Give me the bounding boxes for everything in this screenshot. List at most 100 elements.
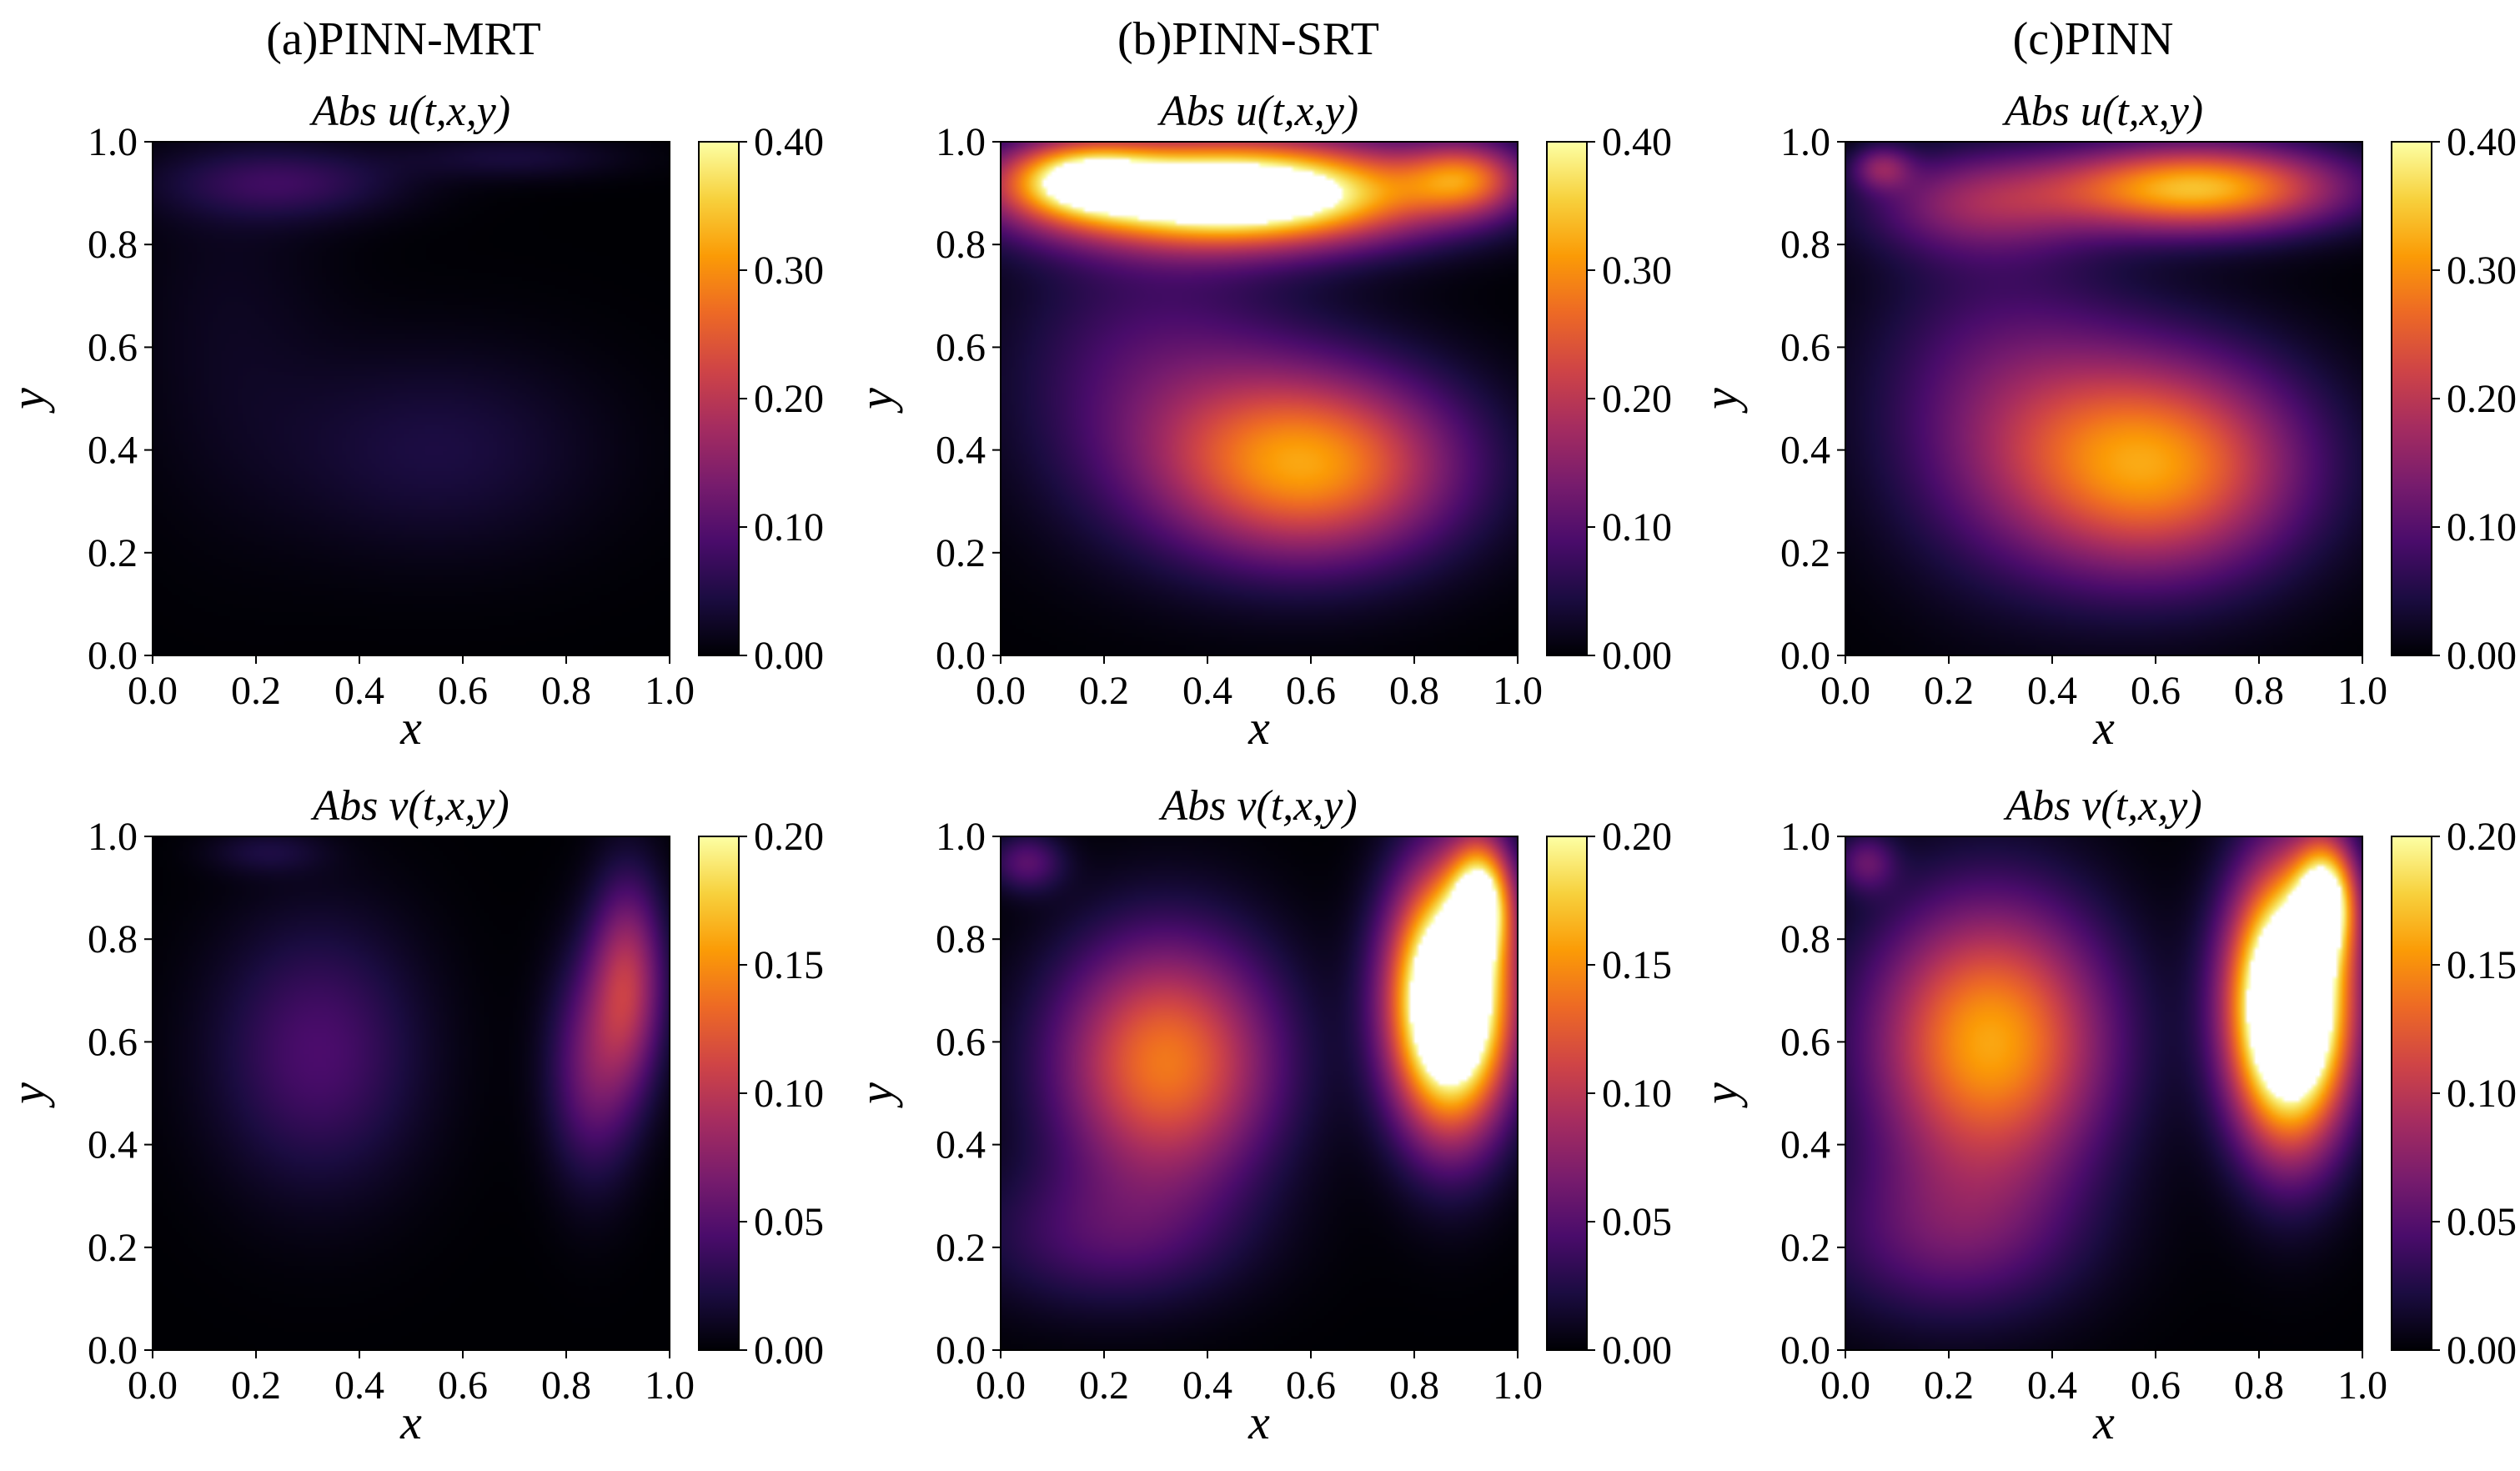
y-tick-label: 0.4 bbox=[1780, 1123, 1830, 1167]
x-axis-label: x bbox=[2092, 1395, 2115, 1449]
plot-frame bbox=[1845, 836, 2363, 1351]
y-tick-label: 0.0 bbox=[936, 634, 986, 678]
x-tick-label: 1.0 bbox=[2337, 1363, 2387, 1408]
colorbar-tick-label: 0.15 bbox=[2447, 943, 2517, 987]
heatmap-field bbox=[1845, 142, 2362, 655]
panel-pinn-u: Abs u(t,x,y)0.0 0.2 0.4 0.6 0.8 1.00.00.20.40… bbox=[1694, 88, 2517, 755]
colorbar-tick-label: 0.00 bbox=[1602, 1328, 1672, 1373]
colorbar-tick-label: 0.00 bbox=[2447, 634, 2517, 678]
x-tick-label: 0.4 bbox=[2027, 669, 2077, 713]
y-tick-label: 0.4 bbox=[936, 429, 986, 473]
colorbar-tick-label: 0.05 bbox=[1602, 1200, 1672, 1244]
x-axis-label: x bbox=[2092, 700, 2115, 755]
y-tick-label: 0.2 bbox=[1780, 531, 1830, 575]
plot-frame bbox=[1000, 141, 1519, 656]
y-tick-label: 1.0 bbox=[1780, 120, 1830, 164]
x-axis-label: x bbox=[399, 700, 422, 755]
y-tick-label: 0.8 bbox=[936, 917, 986, 961]
x-axis-label: x bbox=[1247, 1395, 1270, 1449]
heatmap-field bbox=[1001, 142, 1518, 655]
x-tick-label: 0.6 bbox=[1286, 1363, 1336, 1408]
colorbar-tick-label: 0.15 bbox=[754, 943, 824, 987]
colorbar-tick-label: 0.20 bbox=[1602, 815, 1672, 859]
heatmap-field bbox=[153, 142, 670, 655]
colorbar-tick-label: 0.05 bbox=[2447, 1200, 2517, 1244]
colorbar-tick-label: 0.40 bbox=[754, 120, 824, 164]
x-tick-label: 1.0 bbox=[1493, 669, 1543, 713]
x-tick-label: 0.8 bbox=[1389, 1363, 1439, 1408]
subplot-title: Abs v(t,x,y) bbox=[1158, 782, 1357, 830]
y-tick-label: 0.2 bbox=[88, 1226, 138, 1270]
colorbar bbox=[698, 836, 740, 1351]
colorbar bbox=[698, 141, 740, 656]
y-axis-label: y bbox=[849, 388, 903, 414]
y-tick-label: 0.8 bbox=[88, 223, 138, 267]
column-title-srt: (b)PINN-SRT bbox=[1117, 13, 1379, 65]
y-tick-label: 0.4 bbox=[936, 1123, 986, 1167]
y-tick-label: 0.8 bbox=[88, 917, 138, 961]
y-tick-label: 0.2 bbox=[936, 531, 986, 575]
plot-frame bbox=[1000, 836, 1519, 1351]
x-tick-label: 0.8 bbox=[1389, 669, 1439, 713]
x-axis-label: x bbox=[1247, 700, 1270, 755]
y-axis-label: y bbox=[849, 1082, 903, 1108]
panel-mrt-u: Abs u(t,x,y)0.0 0.2 0.4 0.6 0.8 1.00.00.20.40… bbox=[1, 88, 824, 755]
x-tick-label: 0.4 bbox=[2027, 1363, 2077, 1408]
x-tick-label: 0.2 bbox=[231, 1363, 281, 1408]
colorbar-tick-label: 0.30 bbox=[2447, 249, 2517, 293]
colorbar-tick-label: 0.20 bbox=[754, 815, 824, 859]
y-tick-label: 1.0 bbox=[936, 120, 986, 164]
x-tick-label: 0.2 bbox=[1079, 669, 1129, 713]
x-tick-label: 0.6 bbox=[438, 1363, 488, 1408]
y-tick-label: 0.8 bbox=[936, 223, 986, 267]
heatmap-field bbox=[1845, 836, 2362, 1350]
y-axis-label: y bbox=[1, 1082, 55, 1108]
plot-frame bbox=[152, 141, 670, 656]
y-tick-label: 0.6 bbox=[88, 1020, 138, 1064]
x-tick-label: 1.0 bbox=[645, 1363, 695, 1408]
y-tick-label: 1.0 bbox=[88, 815, 138, 859]
colorbar bbox=[2391, 141, 2432, 656]
x-tick-label: 0.6 bbox=[2131, 1363, 2181, 1408]
x-tick-label: 1.0 bbox=[1493, 1363, 1543, 1408]
y-tick-label: 1.0 bbox=[1780, 815, 1830, 859]
heatmap-field bbox=[1001, 836, 1518, 1350]
y-tick-label: 0.6 bbox=[936, 325, 986, 369]
y-tick-label: 0.2 bbox=[88, 531, 138, 575]
y-tick-label: 1.0 bbox=[936, 815, 986, 859]
colorbar-tick-label: 0.00 bbox=[2447, 1328, 2517, 1373]
colorbar-tick-label: 0.20 bbox=[1602, 377, 1672, 421]
x-tick-label: 0.8 bbox=[2234, 1363, 2284, 1408]
x-tick-label: 0.4 bbox=[334, 1363, 384, 1408]
colorbar-tick-label: 0.20 bbox=[2447, 815, 2517, 859]
x-tick-label: 0.8 bbox=[2234, 669, 2284, 713]
x-tick-label: 0.4 bbox=[334, 669, 384, 713]
x-tick-label: 0.0 bbox=[1820, 669, 1870, 713]
colorbar-tick-label: 0.40 bbox=[2447, 120, 2517, 164]
y-tick-label: 0.2 bbox=[936, 1226, 986, 1270]
panel-srt-v: Abs v(t,x,y) 0.0 0.2 0.4 0.6 0.8 1.0 0.0 0.2 0.4 0… bbox=[849, 782, 1672, 1449]
y-axis-label: y bbox=[1, 388, 55, 414]
y-tick-label: 0.0 bbox=[88, 1328, 138, 1373]
x-tick-label: 0.2 bbox=[1924, 669, 1974, 713]
plot-frame bbox=[1845, 141, 2363, 656]
colorbar-tick-label: 0.10 bbox=[1602, 505, 1672, 550]
y-tick-label: 0.8 bbox=[1780, 223, 1830, 267]
panel-pinn-v: Abs v(t,x,y) 0.0 0.2 0.4 0.6 0.8 1.0 0.0 0.2 0.4 0… bbox=[1694, 782, 2517, 1449]
heatmap-field bbox=[153, 836, 670, 1350]
x-tick-label: 0.6 bbox=[2131, 669, 2181, 713]
subplot-title: Abs u(t,x,y) bbox=[1157, 88, 1358, 135]
x-tick-label: 0.6 bbox=[438, 669, 488, 713]
panels: Abs u(t,x,y)0.0 0.2 0.4 0.6 0.8 1.00.00.20.40… bbox=[1, 88, 2517, 1449]
y-axis-label: y bbox=[1694, 388, 1748, 414]
colorbar-tick-label: 0.00 bbox=[1602, 634, 1672, 678]
x-tick-label: 0.6 bbox=[1286, 669, 1336, 713]
x-tick-label: 0.8 bbox=[541, 1363, 591, 1408]
panel-mrt-v: Abs v(t,x,y) 0.0 0.2 0.4 0.6 0.8 1.0 0.0 0.2 0.4 0… bbox=[1, 782, 824, 1449]
y-tick-label: 0.0 bbox=[936, 1328, 986, 1373]
colorbar-tick-label: 0.20 bbox=[754, 377, 824, 421]
x-tick-label: 1.0 bbox=[645, 669, 695, 713]
x-tick-label: 0.2 bbox=[1924, 1363, 1974, 1408]
colorbar-tick-label: 0.30 bbox=[754, 249, 824, 293]
y-axis-label: y bbox=[1694, 1082, 1748, 1108]
